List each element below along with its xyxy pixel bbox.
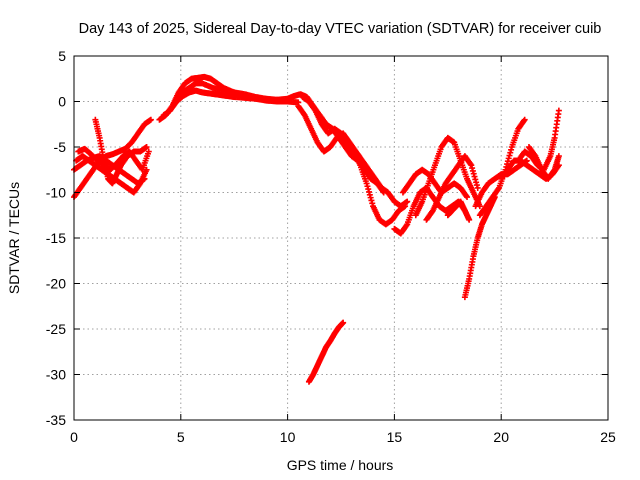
data-point [463,192,470,199]
data-point [464,194,471,201]
y-tick-label: 5 [58,48,66,64]
data-point [520,117,527,124]
series-arc12 [305,319,347,385]
series-arc23 [525,144,562,182]
chart-title: Day 143 of 2025, Sidereal Day-to-day VTE… [79,21,602,37]
y-tick-label: 0 [58,94,66,110]
data-point [363,180,370,187]
data-point [366,188,373,195]
data-point [366,191,373,198]
data-point [364,183,371,190]
x-tick-label: 10 [280,429,296,445]
data-point [469,167,476,174]
x-tick-label: 25 [600,429,616,445]
y-tick-label: -5 [54,139,67,155]
x-tick-label: 0 [70,429,78,445]
data-point [508,146,515,153]
data-point [467,161,474,168]
data-point [473,179,480,186]
data-point [495,186,502,193]
data-point [504,158,511,165]
data-point [368,197,375,204]
grid-lines [74,56,608,420]
series-arc17 [444,198,468,219]
data-point [555,107,562,114]
y-tick-label: -10 [46,185,66,201]
y-axis-label: SDTVAR / TECUs [6,182,22,294]
data-point [147,116,154,123]
data-point [507,149,514,156]
y-tick-label: -35 [46,412,66,428]
data-point [473,182,480,189]
x-tick-label: 20 [493,429,509,445]
data-points [71,73,562,385]
x-tick-label: 5 [177,429,185,445]
series-arc4 [75,145,152,173]
data-point [470,170,477,177]
series-arc8 [173,87,302,106]
y-tick-label: -15 [46,230,66,246]
series-arc16 [423,153,481,223]
y-tick-label: -25 [46,321,66,337]
data-point [380,189,387,196]
data-point [555,153,562,160]
data-point [461,207,468,214]
data-point [506,152,513,159]
data-point [468,162,475,169]
y-tick-label: -20 [46,276,66,292]
data-point [143,144,150,150]
data-point [403,222,410,229]
data-point [474,184,481,191]
axis-ticks: 0 5 10 15 20 25 5 0 -5 -10 -15 -20 -25 -30 -35 [46,48,616,445]
data-point [469,165,476,172]
data-point [471,173,478,180]
data-point [369,200,376,207]
data-point [379,188,386,195]
data-point [521,116,528,123]
series-arc15 [412,134,483,219]
data-point [505,155,512,162]
data-point [365,186,372,193]
data-point [340,319,347,326]
data-point [402,203,409,210]
data-point [466,216,473,223]
y-tick-label: -30 [46,367,66,383]
series-arc11 [316,112,387,196]
data-point [145,148,152,155]
series-arc5 [92,116,150,187]
x-axis-label: GPS time / hours [287,457,394,473]
x-tick-label: 15 [387,429,403,445]
data-point [367,194,374,201]
data-point [472,176,479,183]
data-point [404,198,411,205]
